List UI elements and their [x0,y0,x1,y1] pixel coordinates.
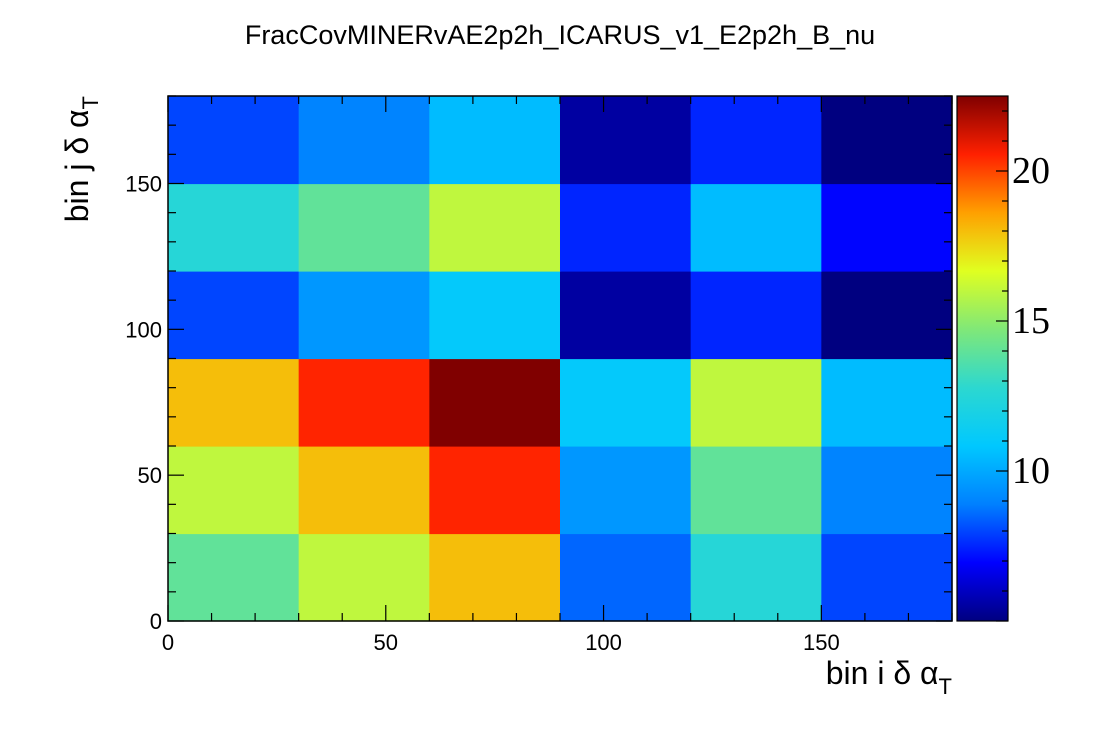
heatmap-cell [690,96,822,185]
heatmap-cell [168,183,300,272]
colorbar-tick-label: 15 [1012,300,1050,342]
x-tick-label: 100 [585,630,622,655]
x-tick-label: 150 [803,630,840,655]
heatmap-cell [690,271,822,360]
y-tick-label: 0 [150,609,162,634]
heatmap-cell [298,183,430,272]
y-axis-label: bin j δ αT [59,96,103,222]
heatmap-cell [821,446,953,535]
heatmap-cell [429,96,561,185]
heatmap-cell [168,533,300,622]
heatmap-cell [429,183,561,272]
heatmap-cell [560,533,692,622]
axes: 0 50 100 150 0 50 100 150 [125,95,953,655]
heatmap-cell [821,96,953,185]
heatmap-cell [821,271,953,360]
heatmap-cell [821,533,953,622]
x-axis-label: bin i δ αT [826,655,952,699]
y-tick-label: 50 [138,463,162,488]
y-tick-label: 100 [125,317,162,342]
heatmap-cell [168,271,300,360]
heatmap-cell [690,446,822,535]
heatmap-cell [429,533,561,622]
heatmap-cell [429,271,561,360]
heatmap-cell [168,96,300,185]
heatmap-cell [560,446,692,535]
colorbar: 10 15 20 [956,95,1050,622]
chart-title: FracCovMINERvAE2p2h_ICARUS_v1_E2p2h_B_nu [244,20,876,50]
heatmap-cell [690,358,822,447]
heatmap-cell [168,358,300,447]
heatmap-cell [298,446,430,535]
heatmap-cell [560,271,692,360]
colorbar-tick-label: 10 [1012,450,1050,492]
heatmap-cell [690,533,822,622]
heatmap-cell [560,358,692,447]
heatmap-cell [560,96,692,185]
heatmap-cells [168,96,953,622]
y-tick-label: 150 [125,172,162,197]
heatmap-cell [821,183,953,272]
x-tick-label: 0 [162,630,174,655]
heatmap-cell [298,96,430,185]
heatmap-cell [429,446,561,535]
heatmap-cell [298,271,430,360]
heatmap-cell [429,358,561,447]
heatmap-cell [821,358,953,447]
heatmap-cell [298,533,430,622]
x-tick-label: 50 [374,630,398,655]
heatmap-cell [560,183,692,272]
heatmap-cell [168,446,300,535]
colorbar-gradient [956,95,1009,622]
heatmap-cell [690,183,822,272]
heatmap-cell [298,358,430,447]
colorbar-tick-label: 20 [1012,150,1050,192]
